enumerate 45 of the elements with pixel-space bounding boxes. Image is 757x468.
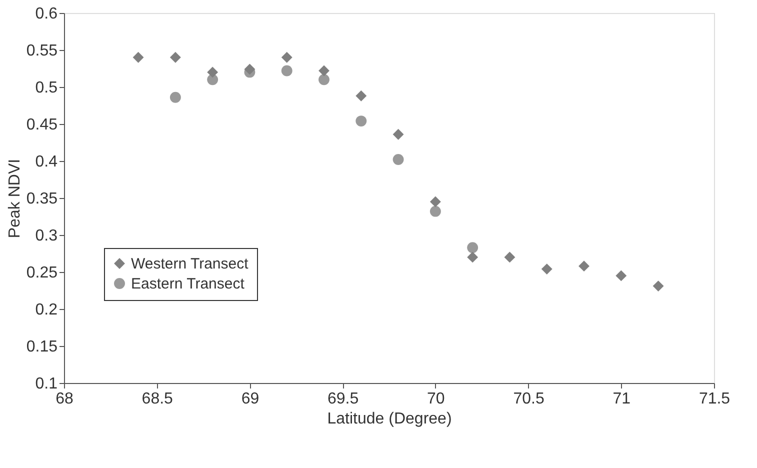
y-tick-label: 0.2 (35, 302, 58, 318)
x-tick-label: 69 (241, 390, 260, 408)
y-tick-label: 0.4 (35, 154, 58, 170)
x-tick-label: 70.5 (513, 390, 544, 408)
y-tick-label: 0.25 (26, 264, 58, 282)
x-tick-label: 69.5 (328, 390, 359, 408)
point (392, 154, 404, 165)
point (281, 52, 292, 63)
y-axis-title: Peak NDVI (6, 158, 24, 238)
point (467, 252, 478, 263)
point (170, 52, 181, 63)
y-tick-label: 0.1 (35, 376, 58, 392)
point (652, 280, 664, 292)
point (356, 116, 367, 127)
point (244, 64, 256, 75)
point (318, 65, 330, 76)
x-tick-label: 68.5 (142, 390, 174, 408)
point (430, 206, 441, 217)
x-axis-title: Latitude (Degree) (327, 410, 452, 428)
x-tick-label: 71 (612, 390, 631, 408)
point (578, 260, 590, 272)
point (207, 66, 218, 78)
y-tick-label: 0.55 (26, 42, 58, 60)
y-tick-label: 0.15 (26, 338, 58, 356)
y-tick-label: 0.35 (26, 190, 58, 208)
point (132, 52, 144, 63)
point (541, 264, 552, 275)
y-tick-label: 0.45 (26, 116, 58, 134)
point (318, 74, 330, 86)
point (281, 65, 292, 76)
point (467, 242, 478, 254)
legend-label: Western Transect (131, 256, 250, 272)
point (504, 252, 516, 263)
y-tick-label: 0.6 (35, 6, 58, 22)
legend-label: Eastern Transect (131, 276, 246, 292)
x-tick-label: 71.5 (698, 390, 730, 408)
point (616, 270, 627, 282)
point (392, 128, 404, 140)
x-tick-label: 68 (56, 390, 74, 408)
y-tick-label: 0.3 (35, 228, 58, 244)
point (170, 92, 181, 103)
y-tick-label: 0.5 (35, 80, 58, 96)
point (430, 196, 441, 208)
x-tick-label: 70 (427, 390, 445, 408)
point (356, 90, 367, 102)
